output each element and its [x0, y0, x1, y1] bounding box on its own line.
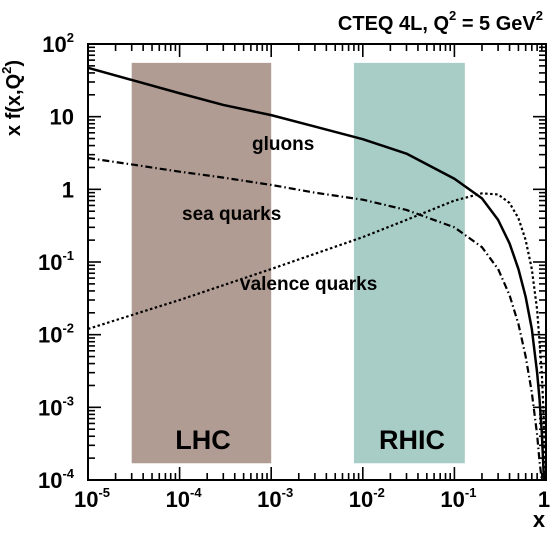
- x-tick-label: 10-3: [257, 485, 293, 512]
- lhc-band: [131, 62, 272, 464]
- sea-quarks-curve: [87, 156, 543, 481]
- y-axis-label: x f(x,Q2): [0, 60, 25, 136]
- y-tick-label: 10-4: [38, 466, 75, 493]
- chart-title: CTEQ 4L, Q2 = 5 GeV2: [338, 8, 543, 35]
- y-tick-label: 10-2: [38, 321, 74, 348]
- x-tick-label: 10-2: [349, 485, 385, 512]
- x-range-bands: [131, 62, 465, 464]
- plot-frame: [87, 43, 547, 481]
- y-tick-label: 1: [62, 177, 74, 202]
- x-tick-label: 10-4: [166, 485, 203, 512]
- y-tick-label: 10-1: [38, 248, 74, 275]
- valence-quarks-label: valence quarks: [240, 274, 377, 295]
- x-tick-label: 10-5: [74, 485, 110, 512]
- y-tick-label: 10-3: [38, 393, 74, 420]
- gluons-label: gluons: [252, 134, 314, 155]
- x-tick-label: 1: [538, 487, 550, 512]
- sea-quarks-label: sea quarks: [182, 204, 281, 225]
- y-tick-label: 10: [50, 105, 74, 130]
- rhic-band-label: RHIC: [379, 425, 445, 455]
- axis-ticks: [87, 43, 547, 481]
- y-tick-label: 102: [42, 30, 74, 57]
- lhc-band-label: LHC: [175, 425, 231, 455]
- x-tick-label: 10-1: [440, 485, 476, 512]
- gluons-curve: [87, 66, 546, 481]
- rhic-band: [353, 62, 465, 464]
- x-axis-label: x: [533, 507, 546, 532]
